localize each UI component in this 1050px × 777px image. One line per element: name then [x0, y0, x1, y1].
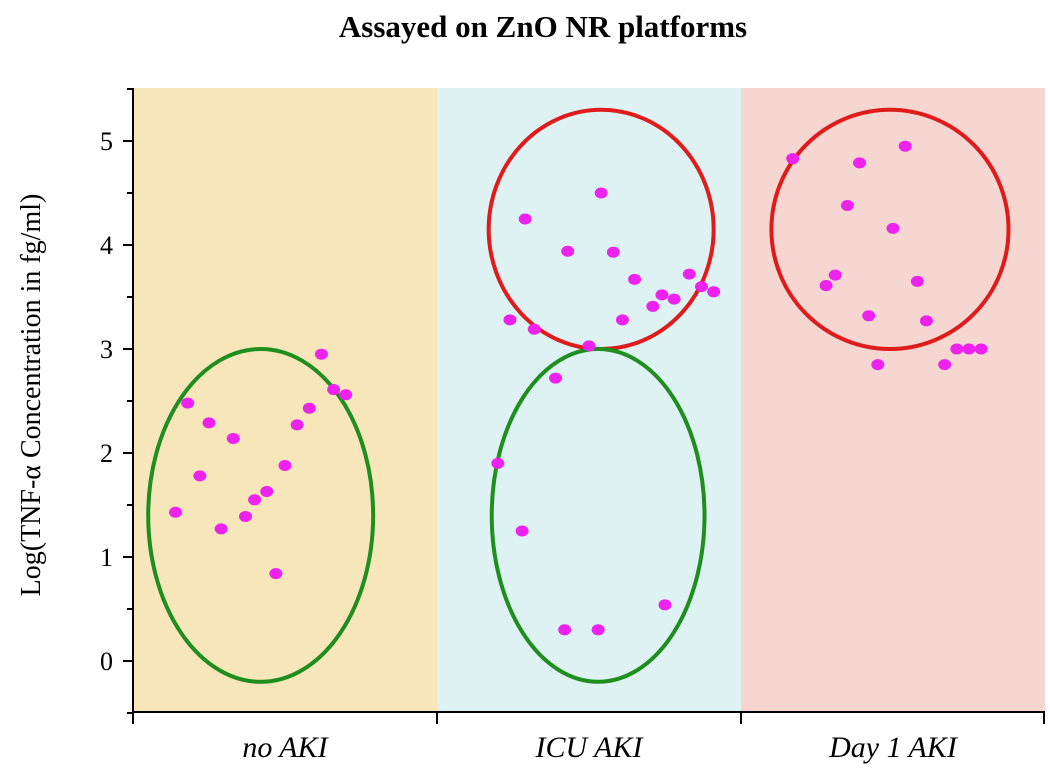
data-point-day-1-aki — [786, 153, 800, 165]
data-point-icu-aki — [667, 293, 681, 305]
data-point-no-aki — [269, 568, 283, 580]
data-point-day-1-aki — [828, 269, 842, 281]
data-point-icu-aki — [694, 281, 708, 293]
data-point-icu-aki — [658, 599, 672, 611]
data-point-no-aki — [238, 510, 252, 522]
data-point-day-1-aki — [853, 157, 867, 169]
data-point-icu-aki — [655, 289, 669, 301]
data-point-day-1-aki — [919, 315, 933, 327]
y-tick-label: 2 — [100, 439, 113, 468]
data-point-day-1-aki — [938, 359, 952, 371]
data-point-no-aki — [248, 494, 262, 506]
data-point-icu-aki — [591, 624, 605, 636]
data-point-icu-aki — [549, 372, 563, 384]
data-point-no-aki — [226, 432, 240, 444]
data-point-day-1-aki — [974, 343, 988, 355]
data-point-icu-aki — [606, 246, 620, 258]
data-point-no-aki — [339, 389, 353, 401]
y-tick-label: 5 — [100, 127, 113, 156]
data-point-icu-aki — [503, 314, 517, 326]
cluster-ellipses — [146, 107, 1011, 684]
band-day-1-aki — [741, 88, 1045, 712]
y-tick-label: 0 — [100, 647, 113, 676]
data-point-icu-aki — [646, 300, 660, 312]
data-point-icu-aki — [491, 457, 505, 469]
x-tick-label: no AKI — [242, 731, 329, 764]
chart-title: Assayed on ZnO NR platforms — [339, 9, 747, 44]
data-point-no-aki — [302, 402, 316, 414]
data-point-no-aki — [327, 384, 341, 396]
x-tick-label: Day 1 AKI — [828, 731, 959, 764]
y-tick-label: 3 — [100, 335, 113, 364]
cluster-ellipse-icu-aki-low — [489, 347, 707, 684]
data-point-icu-aki — [527, 323, 541, 335]
data-point-icu-aki — [518, 213, 532, 225]
data-point-icu-aki — [707, 286, 721, 298]
data-point-no-aki — [290, 419, 304, 431]
y-axis-label: Log(TNF-α Concentration in fg/ml) — [16, 194, 47, 597]
data-point-no-aki — [260, 485, 274, 497]
data-point-day-1-aki — [950, 343, 964, 355]
x-tick-label: ICU AKI — [535, 731, 645, 764]
band-icu-aki — [437, 88, 741, 712]
data-point-no-aki — [278, 459, 292, 471]
data-point-day-1-aki — [898, 140, 912, 152]
data-point-no-aki — [314, 348, 328, 360]
data-point-icu-aki — [515, 525, 529, 537]
data-point-no-aki — [202, 417, 216, 429]
data-point-icu-aki — [682, 268, 696, 280]
data-point-no-aki — [181, 397, 195, 409]
data-point-day-1-aki — [962, 343, 976, 355]
cluster-ellipse-no-aki-low — [146, 347, 376, 684]
data-point-icu-aki — [558, 624, 572, 636]
data-point-icu-aki — [582, 340, 596, 352]
axes: 0 1 2 3 4 5 no AKI ICU AKI Day 1 AKI — [100, 88, 1045, 764]
data-point-day-1-aki — [886, 222, 900, 234]
data-point-icu-aki — [594, 187, 608, 199]
category-backgrounds — [133, 88, 1045, 712]
data-point-icu-aki — [561, 245, 575, 257]
data-point-day-1-aki — [840, 199, 854, 211]
data-point-no-aki — [193, 470, 207, 482]
y-tick-label: 4 — [100, 231, 113, 260]
data-point-icu-aki — [615, 314, 629, 326]
data-point-day-1-aki — [862, 310, 876, 322]
data-point-day-1-aki — [910, 275, 924, 287]
y-tick-label: 1 — [100, 543, 113, 572]
data-point-no-aki — [169, 506, 183, 518]
data-point-day-1-aki — [819, 280, 833, 292]
data-points — [169, 140, 988, 636]
data-point-day-1-aki — [871, 359, 885, 371]
data-point-icu-aki — [628, 273, 642, 285]
data-point-no-aki — [214, 523, 228, 535]
cluster-ellipse-day-1-aki-high — [769, 107, 1011, 351]
